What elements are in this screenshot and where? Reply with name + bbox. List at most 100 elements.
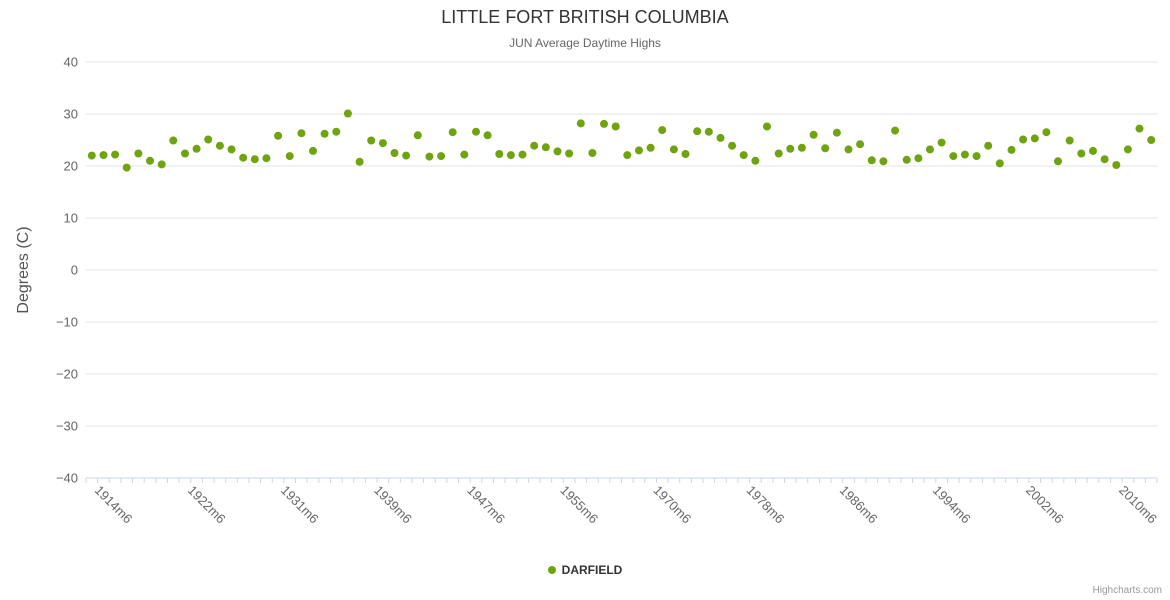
data-point[interactable] [821, 144, 830, 153]
data-point[interactable] [378, 139, 387, 148]
data-point[interactable] [995, 159, 1004, 168]
data-point[interactable] [250, 155, 259, 164]
data-point[interactable] [937, 138, 946, 147]
data-point[interactable] [472, 127, 480, 136]
data-point[interactable] [495, 150, 504, 158]
x-axis-tick-label: 2010m6 [1116, 483, 1160, 527]
data-point[interactable] [413, 131, 422, 140]
data-point[interactable] [739, 151, 748, 160]
data-point[interactable] [541, 143, 550, 152]
data-point[interactable] [332, 127, 341, 136]
data-point[interactable] [646, 143, 655, 152]
data-point[interactable] [530, 141, 539, 150]
data-point[interactable] [506, 151, 515, 160]
data-point[interactable] [728, 141, 737, 150]
data-point[interactable] [600, 119, 608, 128]
data-point[interactable] [1030, 134, 1039, 143]
data-point[interactable] [1077, 149, 1086, 158]
data-point[interactable] [565, 149, 574, 158]
legend-item[interactable]: DARFIELD [0, 563, 1170, 577]
data-point[interactable] [1112, 161, 1121, 169]
data-point[interactable] [483, 131, 492, 140]
data-point[interactable] [879, 157, 888, 166]
data-point[interactable] [169, 136, 178, 145]
data-point[interactable] [669, 145, 678, 154]
data-point[interactable] [960, 150, 969, 159]
data-point[interactable] [623, 151, 632, 160]
data-point[interactable] [891, 126, 900, 135]
data-point[interactable] [611, 122, 620, 131]
data-point[interactable] [122, 163, 131, 172]
data-point[interactable] [1042, 128, 1051, 137]
data-point[interactable] [87, 151, 96, 160]
data-point[interactable] [181, 149, 189, 158]
data-point[interactable] [716, 133, 725, 142]
y-axis-tick-label: −20 [56, 367, 78, 382]
data-point[interactable] [786, 144, 795, 153]
data-point[interactable] [1054, 157, 1062, 166]
data-point[interactable] [809, 130, 818, 139]
data-point[interactable] [518, 150, 527, 159]
x-axis-tick-label: 1994m6 [930, 483, 974, 527]
data-point[interactable] [367, 136, 376, 145]
data-point[interactable] [832, 128, 841, 137]
data-point[interactable] [1089, 146, 1097, 155]
data-point[interactable] [448, 128, 457, 137]
data-point[interactable] [239, 153, 248, 162]
data-point[interactable] [215, 141, 224, 150]
data-point[interactable] [949, 152, 958, 161]
data-point[interactable] [763, 122, 771, 131]
data-point[interactable] [1065, 136, 1074, 145]
data-point[interactable] [297, 129, 306, 138]
data-point[interactable] [751, 156, 760, 165]
x-axis-tick-label: 1947m6 [464, 483, 508, 527]
data-point[interactable] [658, 126, 667, 135]
data-point[interactable] [1019, 135, 1028, 144]
data-point[interactable] [576, 119, 585, 128]
data-point[interactable] [134, 149, 143, 158]
data-point[interactable] [867, 156, 876, 165]
data-point[interactable] [1147, 136, 1156, 144]
data-point[interactable] [460, 150, 469, 159]
data-point[interactable] [1123, 145, 1132, 154]
data-point[interactable] [99, 151, 108, 160]
data-point[interactable] [390, 149, 399, 157]
data-point[interactable] [274, 131, 283, 140]
data-point[interactable] [635, 146, 643, 155]
data-point[interactable] [425, 152, 434, 161]
highcharts-credits-link[interactable]: Highcharts.com [1092, 585, 1162, 596]
data-point[interactable] [553, 147, 562, 156]
data-point[interactable] [984, 141, 993, 150]
data-point[interactable] [844, 145, 853, 154]
gridlines [86, 61, 1157, 479]
data-point[interactable] [681, 150, 690, 158]
data-point[interactable] [797, 143, 806, 152]
data-point[interactable] [355, 157, 364, 166]
data-point[interactable] [111, 150, 120, 159]
data-point[interactable] [227, 145, 236, 154]
data-point[interactable] [343, 109, 352, 118]
data-point[interactable] [774, 149, 783, 158]
data-point[interactable] [309, 146, 317, 155]
data-point[interactable] [914, 154, 923, 163]
data-point[interactable] [157, 160, 166, 169]
data-point[interactable] [1007, 145, 1016, 154]
data-point[interactable] [704, 127, 713, 136]
data-point[interactable] [693, 127, 702, 136]
data-point[interactable] [402, 151, 411, 160]
data-point[interactable] [285, 152, 294, 161]
data-point[interactable] [146, 156, 154, 165]
data-point[interactable] [902, 155, 911, 164]
data-point[interactable] [1135, 124, 1144, 133]
data-point[interactable] [204, 135, 213, 144]
data-point[interactable] [192, 144, 201, 153]
data-point[interactable] [926, 145, 934, 154]
data-point[interactable] [1100, 155, 1109, 164]
data-point[interactable] [437, 152, 446, 161]
data-point[interactable] [856, 140, 865, 149]
data-point[interactable] [588, 149, 597, 157]
data-point[interactable] [262, 154, 271, 163]
data-point[interactable] [320, 129, 329, 138]
data-point[interactable] [972, 152, 981, 161]
